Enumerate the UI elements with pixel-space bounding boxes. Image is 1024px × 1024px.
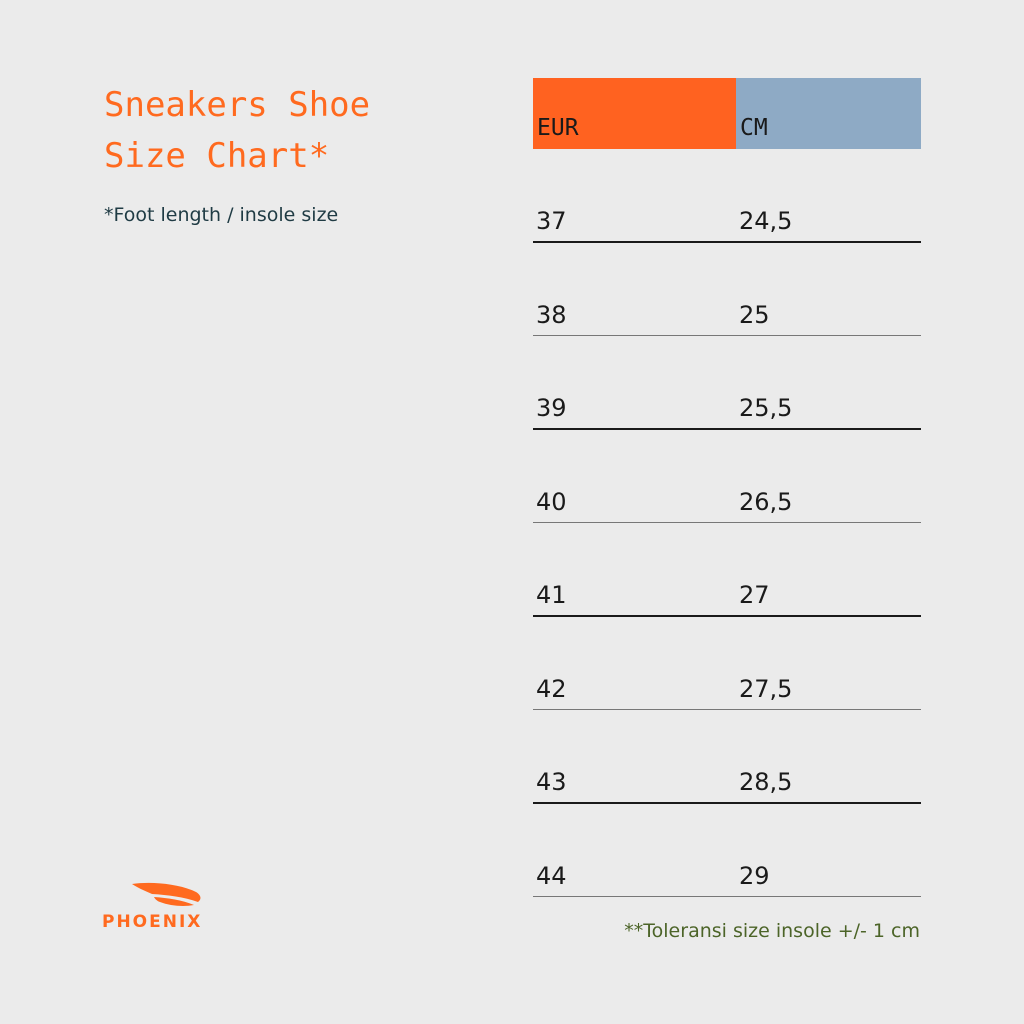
header-cm: CM [736,78,921,149]
page-subtitle: *Foot length / insole size [104,204,339,226]
eur-cell: 43 [536,767,567,796]
table-row: 43 28,5 [533,710,921,804]
header-eur: EUR [533,78,736,149]
table-row: 41 27 [533,523,921,617]
phoenix-wing-icon [132,882,201,906]
eur-cell: 39 [536,393,567,422]
brand-logo: PHOENIX [102,882,236,934]
cm-cell: 27 [739,580,770,609]
table-row: 38 25 [533,243,921,336]
logo-text: PHOENIX [102,912,203,932]
cm-cell: 24,5 [739,206,793,235]
eur-cell: 38 [536,301,567,329]
eur-cell: 37 [536,206,567,235]
eur-cell: 41 [536,580,567,609]
cm-cell: 26,5 [739,488,793,516]
table-row: 40 26,5 [533,430,921,523]
table-header-row: EUR CM [533,78,921,149]
cm-cell: 29 [739,862,770,890]
eur-cell: 44 [536,862,567,890]
cm-cell: 28,5 [739,767,793,796]
cm-cell: 25 [739,301,770,329]
table-row: 37 24,5 [533,149,921,243]
page-title: Sneakers Shoe Size Chart* [104,85,371,176]
tolerance-note: **Toleransi size insole +/- 1 cm [624,920,920,942]
eur-cell: 40 [536,488,567,516]
eur-cell: 42 [536,675,567,703]
cm-cell: 25,5 [739,393,793,422]
table-row: 44 29 [533,804,921,897]
size-table: EUR CM 37 24,5 38 25 39 25,5 40 26,5 41 … [533,78,921,897]
table-row: 42 27,5 [533,617,921,710]
table-row: 39 25,5 [533,336,921,430]
cm-cell: 27,5 [739,675,793,703]
